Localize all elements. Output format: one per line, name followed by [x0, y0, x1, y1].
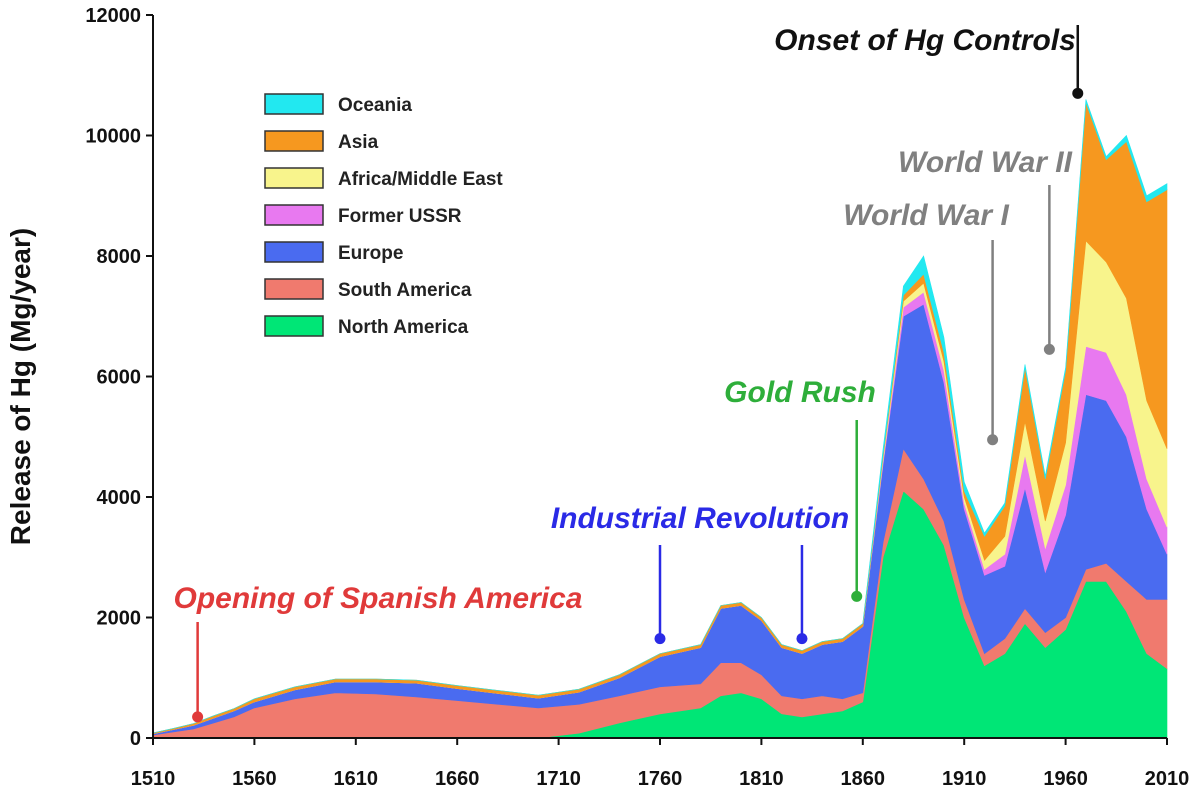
annotation-label: Opening of Spanish America	[174, 582, 583, 615]
annotation-marker	[1043, 343, 1055, 355]
x-tick-label: 1710	[536, 768, 581, 790]
x-tick-label: 1810	[739, 768, 784, 790]
annotation-marker	[987, 434, 999, 446]
legend-label: South America	[338, 280, 472, 301]
annotation-label: Industrial Revolution	[551, 502, 849, 535]
area-layers	[152, 99, 1168, 739]
legend-label: Asia	[338, 132, 379, 153]
legend-swatch	[264, 93, 324, 115]
legend-label: Oceania	[338, 95, 412, 116]
y-tick-label: 8000	[97, 246, 142, 268]
y-tick-label: 6000	[97, 367, 142, 389]
legend-label: Former USSR	[338, 206, 462, 227]
legend-label: North America	[338, 317, 469, 338]
legend-label: Africa/Middle East	[338, 169, 503, 190]
legend-swatch	[264, 167, 324, 189]
legend-swatch	[264, 241, 324, 263]
legend-swatch	[264, 204, 324, 226]
y-tick-label: 12000	[85, 5, 141, 27]
x-tick-label: 1910	[942, 768, 987, 790]
legend-swatch	[264, 315, 324, 337]
x-tick-label: 1610	[334, 768, 379, 790]
annotation-label: World War I	[843, 199, 1009, 232]
annotation-marker	[851, 590, 863, 602]
annotation-marker	[796, 633, 808, 645]
annotation-marker	[654, 633, 666, 645]
x-tick-label: 1560	[232, 768, 277, 790]
x-tick-label: 1860	[841, 768, 886, 790]
area-oceania	[152, 99, 1168, 734]
legend-swatch	[264, 130, 324, 152]
x-tick-label: 1760	[638, 768, 683, 790]
annotation-marker	[192, 711, 204, 723]
y-tick-label: 2000	[97, 608, 142, 630]
axes: 0 2000 4000 6000 8000 10000 12000 1510 1560 1610 1…	[5, 5, 1189, 790]
y-tick-label: 0	[130, 728, 141, 750]
annotation-label: Gold Rush	[724, 376, 876, 409]
y-axis-title: Release of Hg (Mg/year)	[5, 228, 36, 545]
x-tick-label: 1510	[131, 768, 176, 790]
x-tick-label: 1660	[435, 768, 480, 790]
annotation-label: Onset of Hg Controls	[774, 24, 1076, 57]
legend: Oceania Asia Africa/Middle East Former USSR…	[264, 93, 503, 338]
x-tick-label: 2010	[1145, 768, 1190, 790]
y-tick-label: 4000	[97, 487, 142, 509]
annotations: Opening of Spanish America Industrial Rev…	[174, 24, 1084, 723]
legend-swatch	[264, 278, 324, 300]
annotation-marker	[1072, 87, 1084, 99]
x-tick-label: 1960	[1043, 768, 1088, 790]
y-tick-label: 10000	[85, 126, 141, 148]
legend-label: Europe	[338, 243, 403, 264]
annotation-label: World War II	[898, 146, 1073, 179]
